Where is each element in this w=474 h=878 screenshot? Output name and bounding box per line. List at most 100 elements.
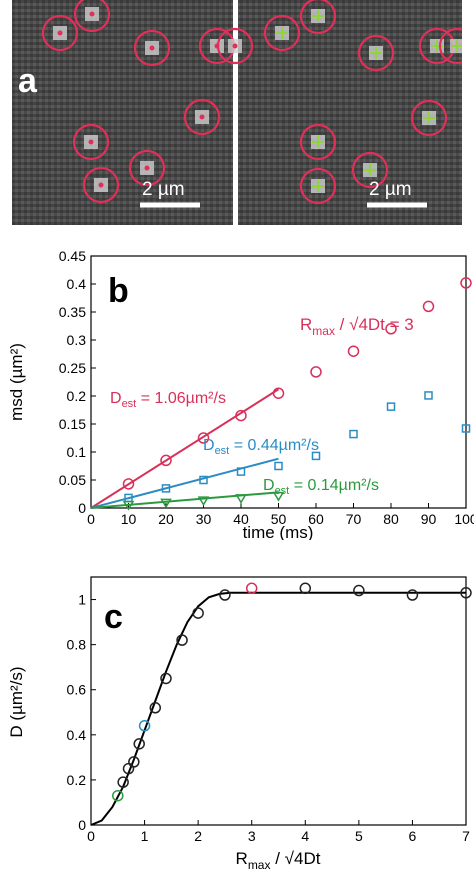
fit-line (90, 491, 279, 509)
data-point (272, 491, 285, 502)
right-particle (299, 0, 337, 35)
x-tick-label: 0 (87, 511, 95, 527)
panel-c-axes (90, 576, 467, 826)
y-tick-label: 0.6 (67, 682, 87, 698)
data-point (160, 454, 172, 467)
panel-b-ylabel: msd (µm²) (7, 343, 26, 421)
x-tick-label: 90 (421, 511, 437, 527)
x-tick-label: 20 (158, 511, 174, 527)
x-tick-label: 30 (196, 511, 212, 527)
data-point (310, 366, 322, 378)
x-tick-label: 7 (462, 828, 470, 844)
data-point (138, 720, 151, 732)
dest-label-red: Dest = 1.06µm²/s (110, 390, 226, 410)
dest-label-green: Dest = 0.14µm²/s (263, 477, 379, 497)
left-particle (183, 98, 221, 136)
y-tick-label: 1 (78, 592, 86, 608)
data-point (245, 582, 258, 595)
dest-label-blue: Dest = 0.44µm²/s (203, 437, 319, 457)
x-tick-label: 10 (121, 511, 137, 527)
y-tick-label: 0.8 (67, 637, 87, 653)
rmax-annotation: Rmax / √4Dt = 3 (300, 315, 414, 338)
data-point (197, 496, 210, 507)
right-particle (438, 27, 474, 65)
y-tick-label: 0 (78, 817, 86, 833)
data-point (236, 467, 246, 476)
data-point (299, 582, 312, 595)
left-particle (72, 123, 110, 161)
data-point (192, 607, 204, 619)
data-point (460, 277, 472, 289)
right-particle (351, 151, 389, 189)
fit-line (90, 457, 279, 509)
scalebar-right-label: 2 µm (369, 179, 412, 200)
y-tick-label: 0.2 (67, 772, 87, 788)
data-point (149, 702, 162, 714)
left-particle (73, 0, 111, 33)
data-point (117, 776, 129, 788)
x-tick-label: 100 (454, 511, 474, 527)
y-tick-label: 0.05 (59, 472, 86, 488)
y-tick-label: 0.2 (67, 388, 87, 404)
scalebar-left-label: 2 µm (142, 179, 185, 200)
data-point (235, 409, 247, 422)
x-tick-label: 60 (308, 511, 324, 527)
data-point (128, 756, 140, 768)
panel-a-label: a (18, 62, 38, 100)
x-tick-label: 70 (346, 511, 362, 527)
x-tick-label: 5 (355, 828, 363, 844)
panel-a-images: a 2 µm 2 µm (12, 0, 474, 225)
data-point (197, 432, 210, 444)
x-tick-label: 50 (271, 511, 287, 527)
data-point (461, 424, 471, 433)
data-point (424, 391, 433, 400)
y-tick-label: 0.4 (67, 276, 87, 292)
x-tick-label: 80 (383, 511, 399, 527)
y-tick-label: 0.4 (67, 727, 87, 743)
right-particle (299, 167, 337, 205)
data-point (160, 672, 172, 685)
x-tick-label: 6 (409, 828, 417, 844)
left-particle (128, 149, 166, 187)
fit-curve (90, 591, 466, 826)
data-point (386, 402, 396, 411)
y-tick-label: 0.35 (59, 304, 86, 320)
y-tick-label: 0.3 (67, 332, 87, 348)
left-particle (82, 166, 120, 204)
data-point (122, 478, 135, 490)
right-particle (357, 34, 395, 72)
data-point (112, 789, 124, 802)
right-particle (263, 14, 301, 52)
panel-a: a 2 µm 2 µm (12, 0, 474, 225)
data-point (385, 323, 397, 335)
y-tick-label: 0 (78, 500, 86, 516)
right-particle (410, 99, 448, 137)
x-tick-label: 40 (233, 511, 249, 527)
data-point (349, 429, 358, 439)
y-tick-label: 0.1 (67, 444, 87, 460)
y-tick-label: 0.45 (59, 248, 86, 264)
data-point (122, 500, 135, 511)
panel-b-xlabel: time (ms) (243, 523, 314, 540)
data-point (353, 584, 365, 597)
panel-c-label: c (104, 598, 123, 636)
left-particle (41, 14, 79, 52)
x-tick-label: 1 (141, 828, 149, 844)
y-tick-label: 0.15 (59, 416, 86, 432)
data-point (176, 634, 188, 646)
data-point (235, 494, 247, 504)
fit-line (90, 388, 280, 509)
data-point (199, 475, 208, 485)
data-point (161, 484, 171, 493)
left-particle (216, 27, 254, 65)
data-point (460, 587, 472, 599)
data-point (219, 589, 231, 601)
x-tick-label: 4 (301, 828, 309, 844)
panel-c-xlabel: Rmax / √4Dt (236, 849, 321, 870)
panel-c-chart: 0 1 2 3 4 5 6 7 0 0.2 0.4 0.6 0.8 1 c Rmax / √4Dt D (… (7, 576, 472, 870)
left-particle (133, 29, 171, 67)
data-point (406, 589, 419, 601)
x-tick-label: 2 (194, 828, 202, 844)
x-tick-label: 3 (248, 828, 256, 844)
data-point (133, 738, 145, 750)
